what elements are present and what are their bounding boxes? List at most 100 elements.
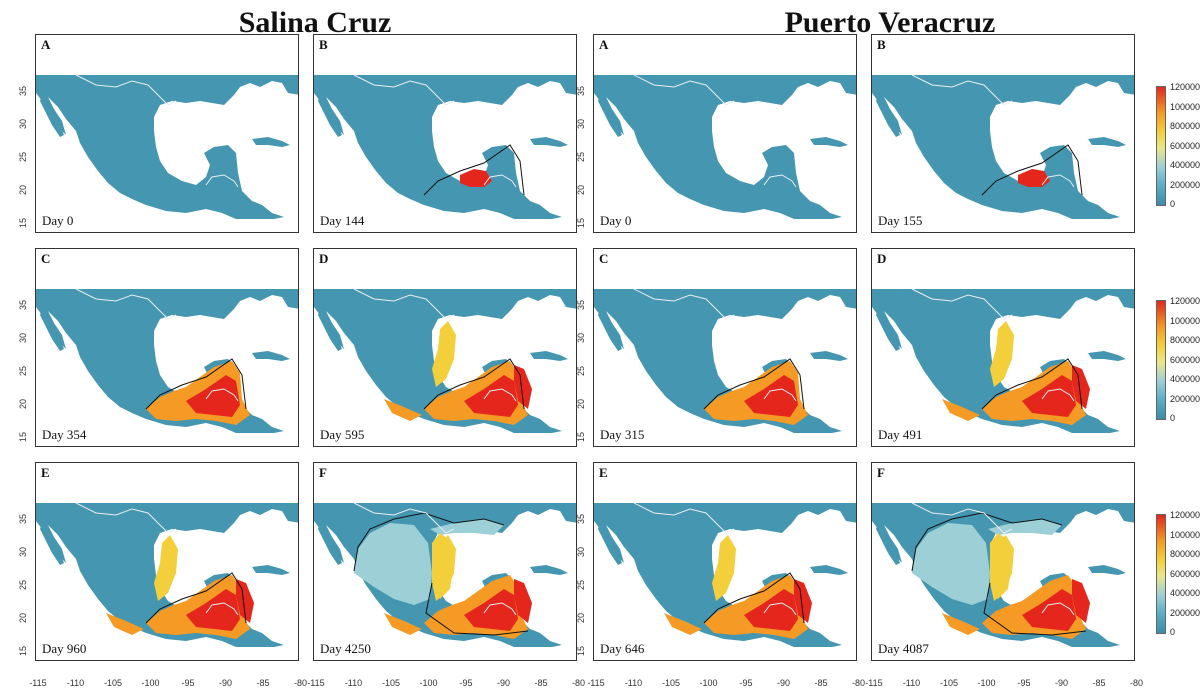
y-tick-label: 25	[18, 366, 28, 377]
x-tick-label: -100	[699, 678, 718, 688]
legend-label: 600000	[1170, 568, 1200, 579]
day-label: Day 144	[320, 213, 365, 228]
day-label: Day 4087	[878, 641, 929, 656]
legend-label: 400000	[1170, 160, 1200, 170]
map-panel: C Day 354	[35, 248, 299, 447]
y-tick-label: 20	[576, 185, 586, 196]
x-tick-label: -90	[776, 678, 790, 688]
map-panel: F Day 4087	[871, 462, 1135, 661]
y-tick-label: 15	[18, 646, 28, 657]
y-tick-label: 15	[18, 218, 28, 229]
day-label: Day 646	[600, 641, 645, 656]
legend-label: 600000	[1170, 140, 1200, 151]
x-tick-label: -95	[459, 678, 473, 688]
map-svg	[872, 502, 1134, 647]
cuba-island	[530, 137, 568, 147]
spread-north-coast	[154, 535, 178, 601]
spread-north	[430, 519, 504, 535]
x-tick-label: -110	[66, 678, 85, 688]
y-tick-label: 20	[18, 613, 28, 624]
x-tick-label: -115	[29, 678, 47, 688]
spread-inner	[1022, 589, 1076, 631]
legend-label: 120000	[1170, 510, 1200, 520]
x-tick-label: -100	[977, 678, 996, 688]
y-tick-label: 20	[576, 613, 586, 624]
y-tick-label: 20	[18, 399, 28, 410]
x-tick-label: -80	[293, 678, 307, 688]
baja-peninsula	[40, 523, 64, 565]
y-tick-label: 25	[18, 152, 28, 163]
spread-interior	[354, 523, 432, 605]
y-tick-label: 30	[18, 333, 28, 344]
spread-north-coast	[712, 535, 736, 601]
y-tick-label: 35	[576, 514, 586, 525]
legend-colorbar	[1156, 514, 1166, 634]
panel-label: A	[599, 37, 609, 52]
y-tick-label: 20	[18, 185, 28, 196]
x-tick-label: -90	[1054, 678, 1068, 688]
legend-colorbar	[1156, 86, 1166, 206]
x-tick-label: -80	[571, 678, 585, 688]
spread-outline	[703, 572, 805, 624]
spread-yucatan	[514, 365, 532, 409]
country-border	[911, 288, 1075, 402]
spread-outline	[981, 144, 1083, 196]
country-border	[75, 74, 239, 188]
y-tick-label: 15	[18, 432, 28, 443]
x-tick-label: -85	[256, 678, 270, 688]
x-tick-label: -85	[814, 678, 828, 688]
landmass	[594, 75, 856, 219]
panel-label: B	[877, 37, 886, 52]
spread-gulf-belt	[990, 533, 1012, 599]
y-tick-label: 15	[576, 432, 586, 443]
y-tick-label: 35	[576, 300, 586, 311]
map-svg	[314, 74, 576, 219]
y-tick-label: 15	[576, 218, 586, 229]
panel-label: E	[599, 465, 608, 480]
day-label: Day 155	[878, 213, 923, 228]
cuba-island	[252, 137, 290, 147]
map-svg	[594, 502, 856, 647]
y-tick-label: 35	[18, 86, 28, 97]
spread-outline	[145, 358, 247, 410]
landmass	[314, 75, 576, 219]
y-tick-label: 20	[576, 399, 586, 410]
spread-pacific	[384, 399, 422, 421]
panel-label: B	[319, 37, 328, 52]
map-svg	[36, 502, 298, 647]
day-label: Day 4250	[320, 641, 371, 656]
y-tick-label: 35	[18, 300, 28, 311]
spread-outline	[423, 358, 525, 410]
x-tick-label: -95	[1017, 678, 1031, 688]
x-tick-label: -100	[141, 678, 160, 688]
y-tick-label: 35	[18, 514, 28, 525]
panel-label: E	[41, 465, 50, 480]
title-salina-cruz: Salina Cruz	[238, 6, 392, 39]
x-tick-label: -105	[381, 678, 400, 688]
y-tick-label: 25	[576, 580, 586, 591]
spread-core	[1018, 169, 1050, 187]
spread-pacific	[106, 613, 144, 635]
map-panel: D Day 595	[313, 248, 577, 447]
country-border	[633, 74, 797, 188]
x-tick-label: -90	[496, 678, 510, 688]
x-tick-label: -110	[344, 678, 363, 688]
country-border	[353, 288, 517, 402]
x-tick-label: -115	[865, 678, 883, 688]
y-tick-label: 25	[576, 152, 586, 163]
y-tick-label: 15	[576, 646, 586, 657]
spread-gulf-belt	[432, 533, 454, 599]
spread-pacific	[942, 399, 980, 421]
cuba-island	[252, 351, 290, 361]
legend-label: 200000	[1170, 393, 1200, 404]
x-tick-label: -85	[1092, 678, 1106, 688]
panel-label: F	[877, 465, 885, 480]
day-label: Day 315	[600, 427, 645, 442]
x-tick-label: -100	[419, 678, 438, 688]
spread-inner	[186, 375, 240, 417]
baja-peninsula	[598, 523, 622, 565]
y-tick-label: 30	[576, 119, 586, 130]
spread-outline	[353, 512, 529, 636]
country-border	[633, 502, 797, 616]
legend-label: 0	[1170, 413, 1176, 423]
